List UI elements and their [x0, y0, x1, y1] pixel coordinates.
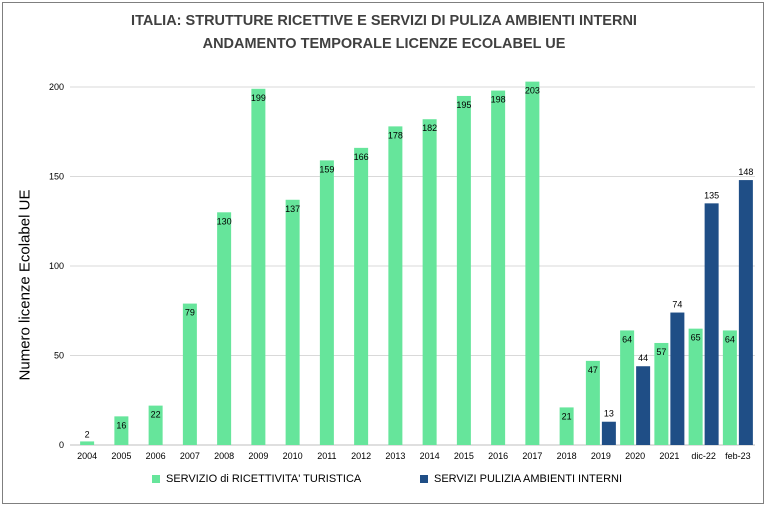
- data-label-ricettivita: 182: [422, 123, 437, 133]
- x-tick-label: 2007: [180, 451, 200, 461]
- chart-subtitle: ANDAMENTO TEMPORALE LICENZE ECOLABEL UE: [202, 36, 566, 52]
- bar-ricettivita: [456, 95, 471, 445]
- x-tick-label: 2012: [351, 451, 371, 461]
- bar-ricettivita: [285, 199, 300, 445]
- y-tick-label: 200: [49, 82, 64, 92]
- x-tick-label: 2008: [214, 451, 234, 461]
- data-label-ricettivita: 57: [656, 347, 666, 357]
- data-label-ricettivita: 79: [185, 308, 195, 318]
- bar-ricettivita: [114, 416, 129, 445]
- data-label-ricettivita: 159: [319, 164, 334, 174]
- x-tick-label: 2018: [557, 451, 577, 461]
- legend-item-ricettivita: SERVIZIO di RICETTIVITA' TURISTICA: [152, 473, 361, 485]
- x-tick-label: 2019: [591, 451, 611, 461]
- legend-item-pulizia: SERVIZI PULIZIA AMBIENTI INTERNI: [420, 473, 622, 485]
- bar-ricettivita: [620, 330, 635, 445]
- data-label-ricettivita: 47: [588, 365, 598, 375]
- bar-ricettivita: [319, 160, 334, 445]
- x-tick-label: 2016: [488, 451, 508, 461]
- data-label-pulizia: 44: [638, 353, 648, 363]
- bar-ricettivita: [722, 330, 737, 445]
- data-label-ricettivita: 64: [622, 334, 632, 344]
- x-tick-label: 2004: [77, 451, 97, 461]
- legend-swatch-blue: [420, 475, 428, 483]
- bar-ricettivita: [654, 342, 669, 445]
- x-tick-label: 2010: [283, 451, 303, 461]
- bar-ricettivita: [422, 119, 437, 445]
- data-label-ricettivita: 22: [151, 410, 161, 420]
- x-tick-label: dic-22: [691, 451, 716, 461]
- legend-label-pulizia: SERVIZI PULIZIA AMBIENTI INTERNI: [434, 473, 623, 485]
- bar-ricettivita: [688, 328, 703, 445]
- x-tick-label: 2005: [111, 451, 131, 461]
- bar-ricettivita: [491, 90, 506, 445]
- bar-pulizia: [704, 203, 719, 445]
- bar-ricettivita: [80, 441, 95, 445]
- data-label-ricettivita: 166: [354, 152, 369, 162]
- y-tick-label: 100: [49, 261, 64, 271]
- bar-pulizia: [738, 180, 753, 445]
- legend-label-ricettivita: SERVIZIO di RICETTIVITA' TURISTICA: [166, 473, 362, 485]
- x-tick-label: 2006: [146, 451, 166, 461]
- bar-ricettivita: [525, 81, 540, 445]
- x-tick-label: 2021: [659, 451, 679, 461]
- data-label-ricettivita: 178: [388, 130, 403, 140]
- x-tick-label: 2014: [420, 451, 440, 461]
- data-label-pulizia: 148: [738, 167, 753, 177]
- bar-pulizia: [636, 366, 651, 445]
- data-label-ricettivita: 199: [251, 93, 266, 103]
- bar-ricettivita: [585, 360, 600, 445]
- bar-pulizia: [670, 312, 685, 445]
- x-tick-label: 2013: [385, 451, 405, 461]
- x-tick-label: feb-23: [725, 451, 751, 461]
- y-tick-label: 50: [54, 351, 64, 361]
- bar-ricettivita: [217, 212, 232, 445]
- bar-ricettivita: [251, 88, 266, 445]
- data-label-ricettivita: 130: [217, 216, 232, 226]
- data-label-ricettivita: 137: [285, 204, 300, 214]
- chart-title: ITALIA: STRUTTURE RICETTIVE E SERVIZI DI…: [131, 13, 637, 29]
- data-label-ricettivita: 195: [456, 100, 471, 110]
- x-tick-label: 2009: [248, 451, 268, 461]
- data-label-ricettivita: 16: [116, 420, 126, 430]
- data-label-pulizia: 74: [672, 300, 682, 310]
- data-label-ricettivita: 198: [491, 95, 506, 105]
- bar-ricettivita: [182, 303, 197, 445]
- x-tick-label: 2017: [522, 451, 542, 461]
- x-tick-label: 2011: [317, 451, 336, 461]
- data-label-ricettivita: 65: [691, 333, 701, 343]
- data-label-ricettivita: 64: [725, 334, 735, 344]
- x-tick-label: 2020: [625, 451, 645, 461]
- data-label-ricettivita: 203: [525, 86, 540, 96]
- y-tick-label: 150: [49, 172, 64, 182]
- bar-ricettivita: [148, 405, 163, 445]
- bar-ricettivita: [559, 407, 574, 445]
- bar-pulizia: [601, 421, 616, 445]
- legend-swatch-green: [152, 475, 160, 483]
- y-tick-label: 0: [59, 440, 64, 450]
- bar-ricettivita: [354, 147, 369, 446]
- data-label-pulizia: 135: [704, 190, 719, 200]
- bar-ricettivita: [388, 126, 403, 445]
- data-label-ricettivita: 2: [85, 429, 90, 439]
- data-label-pulizia: 13: [604, 409, 614, 419]
- data-label-ricettivita: 21: [562, 411, 572, 421]
- x-tick-label: 2015: [454, 451, 474, 461]
